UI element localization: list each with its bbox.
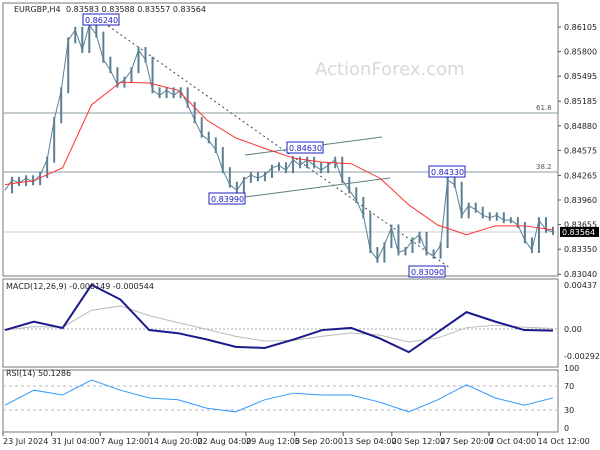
price-tick-label: 0.83960	[564, 196, 597, 205]
price-annotation-box	[428, 165, 466, 178]
price-annotation: 0.84630	[289, 144, 322, 153]
rsi-tick-label: 100	[564, 364, 579, 373]
rsi-panel	[2, 369, 559, 433]
time-tick-label: 29 Aug 12:00	[246, 437, 300, 446]
macd-tick-label: 0.00	[564, 325, 582, 334]
price-tick-label: 0.85800	[564, 48, 597, 57]
downtrend-line	[99, 19, 451, 269]
price-annotation: 0.84330	[431, 168, 464, 177]
macd-signal-line	[4, 305, 554, 343]
fib-61.8-label: 61.8	[536, 104, 552, 112]
price-tick-label: 0.84575	[564, 146, 597, 155]
time-tick-label: 31 Jul 04:00	[52, 437, 100, 446]
rsi-line	[4, 379, 554, 413]
price-tick-label: 0.84265	[564, 171, 597, 180]
symbol-label: EURGBP,H4	[14, 5, 61, 14]
price-annotation: 0.83990	[211, 195, 244, 204]
macd-title: MACD(12,26,9) -0.000149 -0.000544	[6, 282, 154, 291]
rsi-tick-label: 70	[564, 382, 574, 391]
macd-tick-label: -0.002922	[564, 352, 600, 361]
price-annotation-box	[286, 141, 324, 154]
moving-average-line	[4, 81, 554, 236]
price-tick-label: 0.84880	[564, 122, 597, 131]
macd-panel	[2, 278, 559, 368]
rsi-title: RSI(14) 50.1286	[6, 369, 71, 378]
price-annotation-box	[82, 13, 120, 26]
time-tick-label: 7 Oct 04:00	[489, 437, 536, 446]
price-tick-label: 0.83655	[564, 221, 597, 230]
price-tick-label: 0.83040	[564, 270, 597, 279]
price-annotation-box	[408, 265, 446, 278]
time-tick-label: 7 Aug 12:00	[100, 437, 149, 446]
time-tick-label: 23 Jul 2024	[3, 437, 48, 446]
rsi-tick-label: 30	[564, 406, 574, 415]
current-price-badge	[560, 226, 599, 237]
time-tick-label: 14 Oct 12:00	[538, 437, 590, 446]
price-annotation-box	[208, 192, 246, 205]
price-tick-label: 0.85495	[564, 72, 597, 81]
watermark: ActionForex.com	[315, 59, 465, 80]
macd-tick-label: 0.00437	[564, 281, 597, 290]
channel-lower-line	[244, 177, 391, 198]
time-tick-label: 20 Sep 12:00	[392, 437, 445, 446]
time-tick-label: 27 Sep 20:00	[440, 437, 493, 446]
price-tick-label: 0.86105	[564, 23, 597, 32]
time-tick-label: 22 Aug 04:00	[197, 437, 251, 446]
time-tick-label: 14 Aug 20:00	[149, 437, 203, 446]
rsi-tick-label: 0	[564, 424, 569, 433]
price-annotation: 0.86240	[85, 16, 118, 25]
price-annotation: 0.83090	[411, 268, 444, 277]
fib-38.2-label: 38.2	[536, 163, 552, 171]
main-panel	[2, 2, 559, 277]
price-line	[4, 23, 554, 261]
time-tick-label: 5 Sep 20:00	[295, 437, 343, 446]
macd-line	[4, 283, 554, 354]
price-tick-label: 0.83350	[564, 245, 597, 254]
current-price-label: 0.83564	[562, 228, 595, 237]
price-tick-label: 0.85185	[564, 97, 597, 106]
ohlc-label: 0.83583 0.83588 0.83557 0.83564	[66, 5, 206, 14]
time-tick-label: 13 Sep 04:00	[343, 437, 396, 446]
